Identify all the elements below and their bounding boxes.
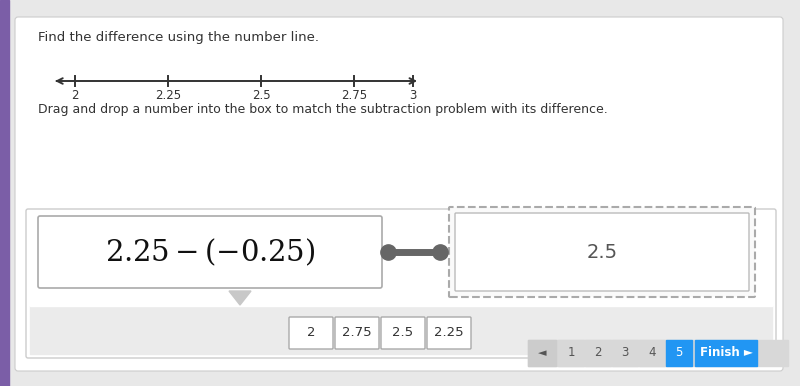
FancyBboxPatch shape bbox=[455, 213, 749, 291]
Text: 3: 3 bbox=[622, 347, 629, 359]
Bar bbox=[639, 340, 665, 366]
Bar bbox=[558, 340, 584, 366]
FancyBboxPatch shape bbox=[427, 317, 471, 349]
Bar bbox=[585, 340, 611, 366]
Text: 1: 1 bbox=[567, 347, 574, 359]
FancyBboxPatch shape bbox=[381, 317, 425, 349]
FancyBboxPatch shape bbox=[449, 207, 755, 297]
Text: 2.5: 2.5 bbox=[586, 242, 618, 261]
Text: Finish ►: Finish ► bbox=[699, 347, 753, 359]
Text: 2.5: 2.5 bbox=[252, 89, 270, 102]
Text: $2.25-(-0.25)$: $2.25-(-0.25)$ bbox=[105, 236, 315, 267]
Bar bbox=[30, 306, 772, 354]
FancyBboxPatch shape bbox=[335, 317, 379, 349]
Text: 2: 2 bbox=[71, 89, 78, 102]
Text: 2: 2 bbox=[306, 327, 315, 340]
Bar bbox=[666, 340, 692, 366]
Text: 5: 5 bbox=[675, 347, 682, 359]
Text: 2.75: 2.75 bbox=[342, 327, 372, 340]
Bar bbox=[0, 0, 9, 386]
FancyBboxPatch shape bbox=[26, 209, 776, 358]
FancyBboxPatch shape bbox=[38, 216, 382, 288]
Bar bbox=[695, 340, 757, 366]
Bar bbox=[30, 213, 772, 306]
Text: 2.25: 2.25 bbox=[434, 327, 464, 340]
Polygon shape bbox=[229, 291, 251, 305]
Text: ◄: ◄ bbox=[538, 348, 546, 358]
Text: 2.25: 2.25 bbox=[155, 89, 181, 102]
Text: 2.75: 2.75 bbox=[341, 89, 367, 102]
Text: 3: 3 bbox=[410, 89, 417, 102]
Bar bbox=[612, 340, 638, 366]
FancyBboxPatch shape bbox=[15, 17, 783, 371]
Text: 2.5: 2.5 bbox=[393, 327, 414, 340]
FancyBboxPatch shape bbox=[289, 317, 333, 349]
Text: 2: 2 bbox=[594, 347, 602, 359]
Bar bbox=[528, 340, 556, 366]
Bar bbox=[528, 340, 788, 366]
Text: Find the difference using the number line.: Find the difference using the number lin… bbox=[38, 31, 319, 44]
Text: Drag and drop a number into the box to match the subtraction problem with its di: Drag and drop a number into the box to m… bbox=[38, 103, 608, 116]
Text: 4: 4 bbox=[648, 347, 656, 359]
